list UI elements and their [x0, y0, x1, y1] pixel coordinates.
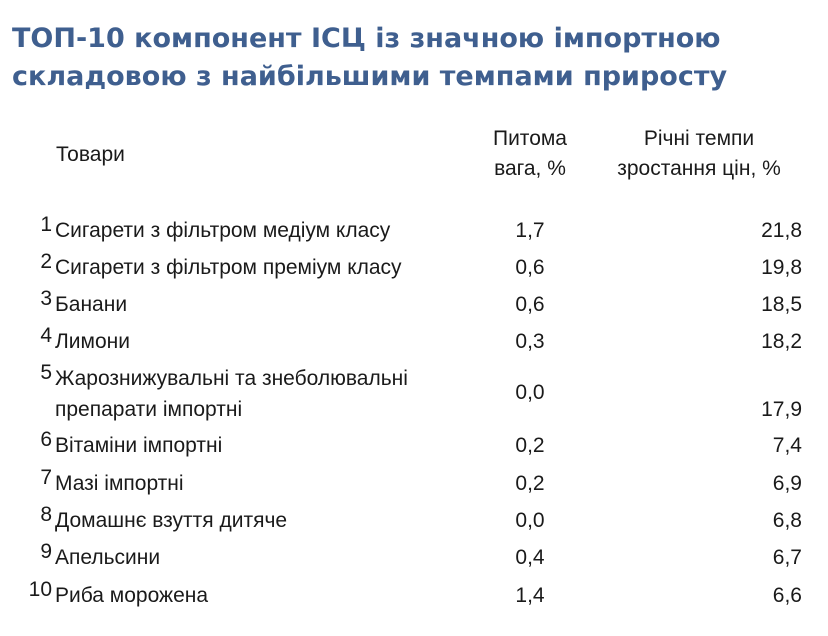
row-number: 8	[40, 503, 52, 526]
column-header-goods: Товари	[56, 143, 125, 166]
row-number: 4	[40, 324, 52, 347]
row-growth: 6,6	[772, 584, 802, 607]
row-weight: 0,4	[515, 546, 545, 569]
row-name: Сигарети з фільтром медіум класу	[55, 219, 391, 242]
row-weight: 0,0	[515, 509, 545, 532]
row-name: Апельсини	[55, 546, 161, 569]
column-header-weight-line1: Питома	[492, 127, 567, 150]
row-weight: 0,2	[515, 434, 545, 457]
row-growth: 19,8	[761, 256, 802, 279]
row-growth: 21,8	[761, 219, 802, 242]
column-header-growth-line1: Річні темпи	[643, 127, 755, 150]
row-number: 2	[40, 250, 52, 273]
row-number: 6	[40, 428, 52, 451]
row-weight: 1,4	[515, 584, 545, 607]
row-number: 5	[40, 361, 52, 384]
column-header-growth-line2: зростання цін, %	[617, 157, 781, 180]
row-name: Сигарети з фільтром преміум класу	[55, 256, 402, 279]
row-weight: 1,7	[515, 219, 545, 242]
row-growth: 18,2	[761, 330, 802, 353]
row-growth: 6,7	[772, 546, 802, 569]
row-name: Домашнє взуття дитяче	[55, 509, 288, 532]
row-name-line1: Жарознижувальні та знеболювальні	[55, 367, 408, 390]
row-number: 7	[40, 466, 52, 489]
row-growth: 7,4	[772, 434, 802, 457]
column-header-weight-line2: вага, %	[494, 157, 566, 180]
row-number: 9	[40, 540, 52, 563]
row-weight: 0,0	[515, 381, 545, 404]
row-number: 3	[40, 287, 52, 310]
row-weight: 0,6	[515, 256, 545, 279]
row-name: Банани	[55, 293, 128, 316]
row-name: Риба морожена	[55, 584, 209, 607]
row-number: 1	[40, 213, 52, 236]
row-name: Вітаміни імпортні	[55, 434, 223, 457]
row-name: Мазі імпортні	[55, 472, 184, 495]
row-number: 10	[28, 578, 52, 601]
row-name: Лимони	[55, 330, 130, 353]
row-weight: 0,2	[515, 472, 545, 495]
column-header-weight: Питома вага, %	[470, 124, 590, 184]
row-name-line2: препарати імпортні	[55, 398, 243, 421]
row-weight: 0,3	[515, 330, 545, 353]
row-growth: 17,9	[761, 398, 802, 421]
row-weight: 0,6	[515, 293, 545, 316]
page-title: ТОП-10 компонент ІСЦ із значною імпортно…	[12, 23, 728, 92]
column-header-growth: Річні темпи зростання цін, %	[596, 124, 802, 184]
row-growth: 6,8	[772, 509, 802, 532]
row-growth: 6,9	[772, 472, 802, 495]
row-growth: 18,5	[761, 293, 802, 316]
